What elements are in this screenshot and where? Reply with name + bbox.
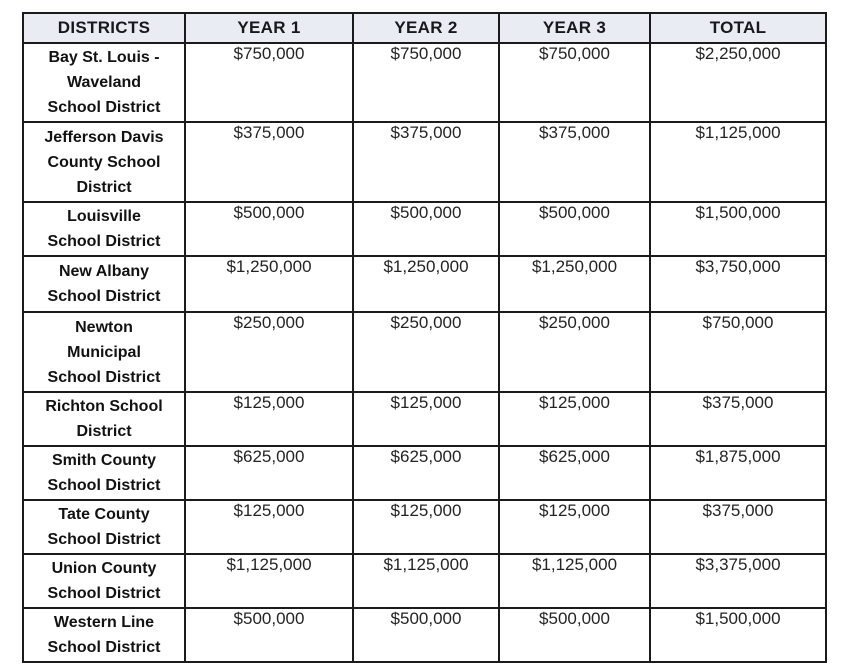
total-value: $750,000 bbox=[649, 311, 827, 393]
total-value: $1,125,000 bbox=[649, 121, 827, 203]
year2-value: $625,000 bbox=[352, 445, 500, 501]
total-value: $2,250,000 bbox=[649, 42, 827, 123]
year3-value: $125,000 bbox=[498, 499, 651, 555]
total-value: $1,875,000 bbox=[649, 445, 827, 501]
table-row: Newton Municipal School District $250,00… bbox=[22, 311, 827, 393]
year1-value: $750,000 bbox=[184, 42, 354, 123]
year1-value: $125,000 bbox=[184, 499, 354, 555]
district-name: Smith County School District bbox=[22, 445, 186, 501]
column-header-year1: YEAR 1 bbox=[184, 12, 354, 44]
year3-value: $1,125,000 bbox=[498, 553, 651, 609]
column-header-year3: YEAR 3 bbox=[498, 12, 651, 44]
year3-value: $125,000 bbox=[498, 391, 651, 447]
year1-value: $500,000 bbox=[184, 201, 354, 257]
year2-value: $125,000 bbox=[352, 499, 500, 555]
year1-value: $125,000 bbox=[184, 391, 354, 447]
total-value: $1,500,000 bbox=[649, 201, 827, 257]
year2-value: $250,000 bbox=[352, 311, 500, 393]
column-header-year2: YEAR 2 bbox=[352, 12, 500, 44]
year2-value: $500,000 bbox=[352, 607, 500, 663]
district-name: Richton School District bbox=[22, 391, 186, 447]
year1-value: $1,125,000 bbox=[184, 553, 354, 609]
total-value: $3,375,000 bbox=[649, 553, 827, 609]
year3-value: $1,250,000 bbox=[498, 255, 651, 313]
district-name: Bay St. Louis - Waveland School District bbox=[22, 42, 186, 123]
table-row: Smith County School District $625,000 $6… bbox=[22, 445, 827, 501]
table-row: New Albany School District $1,250,000 $1… bbox=[22, 255, 827, 313]
year3-value: $500,000 bbox=[498, 607, 651, 663]
district-name: Western Line School District bbox=[22, 607, 186, 663]
district-name: Jefferson Davis County School District bbox=[22, 121, 186, 203]
district-funding-table: DISTRICTS YEAR 1 YEAR 2 YEAR 3 TOTAL Bay… bbox=[22, 12, 827, 663]
district-name: Newton Municipal School District bbox=[22, 311, 186, 393]
year3-value: $250,000 bbox=[498, 311, 651, 393]
year2-value: $1,125,000 bbox=[352, 553, 500, 609]
table-row: Union County School District $1,125,000 … bbox=[22, 553, 827, 609]
year3-value: $500,000 bbox=[498, 201, 651, 257]
year1-value: $500,000 bbox=[184, 607, 354, 663]
table-row: Jefferson Davis County School District $… bbox=[22, 121, 827, 203]
total-value: $375,000 bbox=[649, 499, 827, 555]
year2-value: $500,000 bbox=[352, 201, 500, 257]
year2-value: $125,000 bbox=[352, 391, 500, 447]
district-name: Union County School District bbox=[22, 553, 186, 609]
total-value: $3,750,000 bbox=[649, 255, 827, 313]
district-name: Tate County School District bbox=[22, 499, 186, 555]
total-value: $375,000 bbox=[649, 391, 827, 447]
district-name: New Albany School District bbox=[22, 255, 186, 313]
year3-value: $375,000 bbox=[498, 121, 651, 203]
column-header-total: TOTAL bbox=[649, 12, 827, 44]
year1-value: $625,000 bbox=[184, 445, 354, 501]
table-row: Bay St. Louis - Waveland School District… bbox=[22, 42, 827, 123]
year3-value: $625,000 bbox=[498, 445, 651, 501]
district-name: Louisville School District bbox=[22, 201, 186, 257]
year2-value: $375,000 bbox=[352, 121, 500, 203]
year1-value: $1,250,000 bbox=[184, 255, 354, 313]
table-row: Richton School District $125,000 $125,00… bbox=[22, 391, 827, 447]
year2-value: $750,000 bbox=[352, 42, 500, 123]
year1-value: $375,000 bbox=[184, 121, 354, 203]
table-header-row: DISTRICTS YEAR 1 YEAR 2 YEAR 3 TOTAL bbox=[22, 12, 827, 44]
year1-value: $250,000 bbox=[184, 311, 354, 393]
year2-value: $1,250,000 bbox=[352, 255, 500, 313]
table-row: Western Line School District $500,000 $5… bbox=[22, 607, 827, 663]
table-row: Tate County School District $125,000 $12… bbox=[22, 499, 827, 555]
column-header-districts: DISTRICTS bbox=[22, 12, 186, 44]
year3-value: $750,000 bbox=[498, 42, 651, 123]
total-value: $1,500,000 bbox=[649, 607, 827, 663]
table-row: Louisville School District $500,000 $500… bbox=[22, 201, 827, 257]
